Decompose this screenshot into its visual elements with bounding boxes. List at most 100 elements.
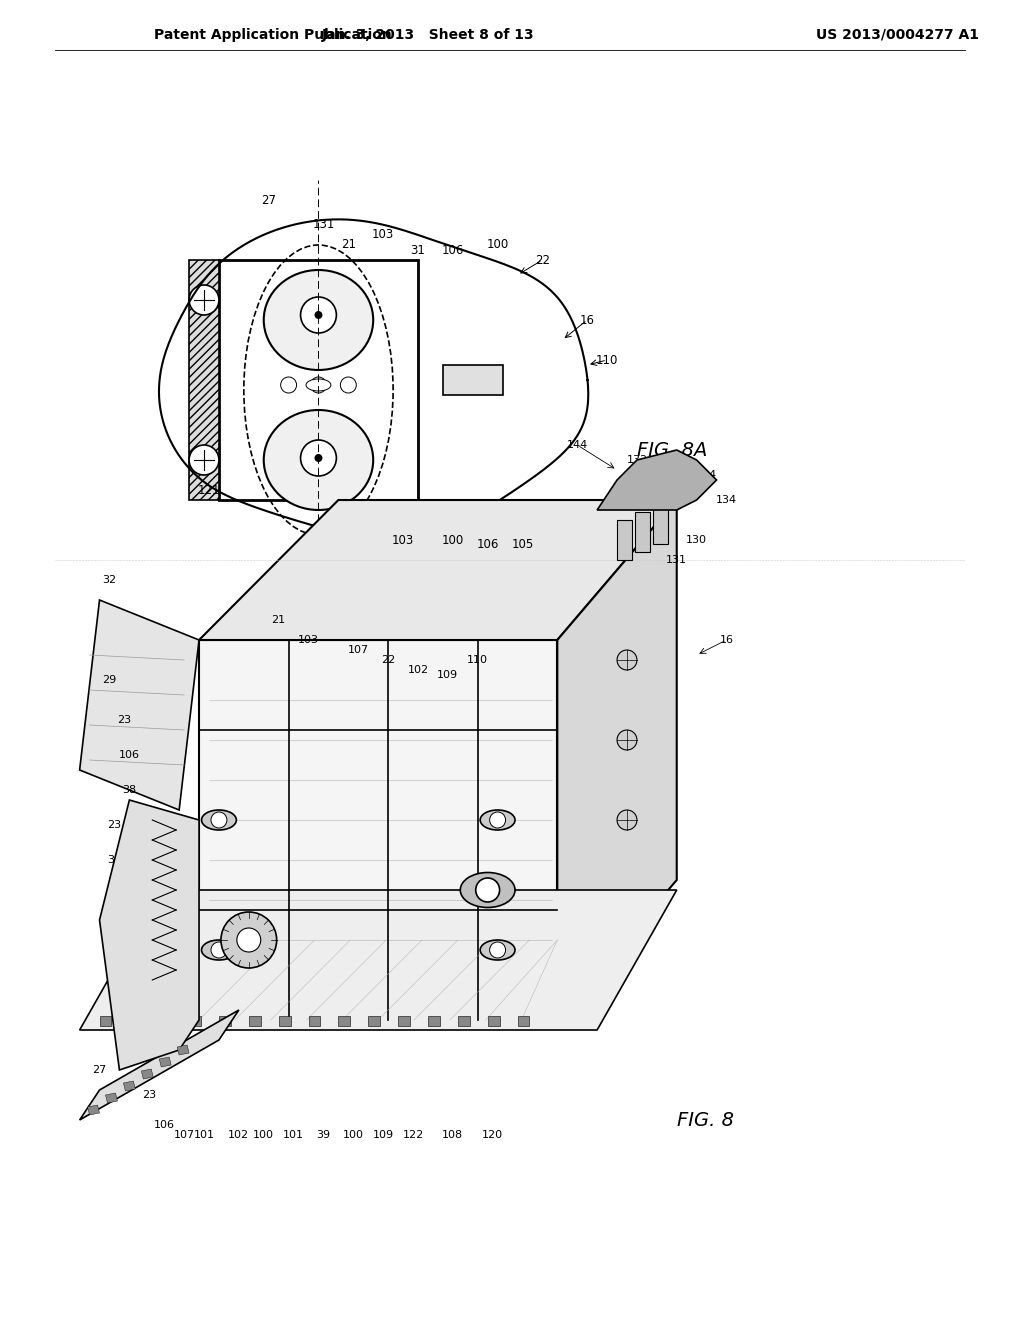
- Text: 103: 103: [298, 635, 319, 645]
- Text: Patent Application Publication: Patent Application Publication: [155, 28, 392, 42]
- Text: 21: 21: [341, 239, 355, 252]
- Polygon shape: [557, 500, 677, 1020]
- Text: FIG. 8A: FIG. 8A: [637, 441, 708, 459]
- Circle shape: [489, 942, 506, 958]
- Text: 38: 38: [122, 785, 136, 795]
- Text: 27: 27: [261, 194, 276, 206]
- Circle shape: [211, 942, 227, 958]
- Circle shape: [617, 730, 637, 750]
- Polygon shape: [199, 640, 557, 1020]
- Text: 23: 23: [142, 1090, 157, 1100]
- Text: 32: 32: [102, 576, 117, 585]
- Text: 144: 144: [566, 440, 588, 450]
- Bar: [442, 366, 503, 395]
- Polygon shape: [199, 500, 677, 640]
- Circle shape: [489, 812, 506, 828]
- Text: 100: 100: [253, 1130, 274, 1140]
- Text: 23: 23: [118, 715, 131, 725]
- Text: 16: 16: [580, 314, 595, 326]
- Text: FIG. 8: FIG. 8: [677, 1110, 734, 1130]
- Circle shape: [617, 649, 637, 671]
- Circle shape: [314, 454, 323, 462]
- Text: 109: 109: [437, 671, 459, 680]
- Text: 109: 109: [373, 1130, 393, 1140]
- Polygon shape: [129, 1016, 141, 1026]
- Polygon shape: [80, 601, 199, 810]
- Circle shape: [221, 912, 276, 968]
- Ellipse shape: [460, 873, 515, 908]
- Text: 106: 106: [476, 539, 499, 552]
- Polygon shape: [105, 1093, 118, 1104]
- Text: 131: 131: [667, 554, 687, 565]
- Polygon shape: [88, 1105, 99, 1115]
- Text: 131: 131: [312, 219, 335, 231]
- Polygon shape: [369, 1016, 380, 1026]
- Polygon shape: [219, 1016, 230, 1026]
- Polygon shape: [249, 1016, 261, 1026]
- Ellipse shape: [480, 940, 515, 960]
- Text: 29: 29: [102, 675, 117, 685]
- Text: 102: 102: [408, 665, 429, 675]
- Polygon shape: [517, 1016, 529, 1026]
- Text: 107: 107: [173, 1130, 195, 1140]
- Circle shape: [211, 812, 227, 828]
- Polygon shape: [308, 1016, 321, 1026]
- Text: 100: 100: [343, 1130, 364, 1140]
- Polygon shape: [338, 1016, 350, 1026]
- Text: 39: 39: [316, 1130, 331, 1140]
- Text: 102: 102: [228, 1130, 250, 1140]
- Polygon shape: [99, 1016, 112, 1026]
- Text: 130: 130: [686, 535, 708, 545]
- Text: 106: 106: [441, 243, 464, 256]
- Circle shape: [314, 312, 323, 319]
- Polygon shape: [160, 1057, 171, 1067]
- Polygon shape: [458, 1016, 470, 1026]
- Bar: [653, 504, 668, 544]
- Polygon shape: [80, 890, 677, 1030]
- Text: Jan. 3, 2013   Sheet 8 of 13: Jan. 3, 2013 Sheet 8 of 13: [322, 28, 535, 42]
- Circle shape: [189, 445, 219, 475]
- Polygon shape: [279, 1016, 291, 1026]
- Text: 108: 108: [442, 1130, 464, 1140]
- Circle shape: [617, 810, 637, 830]
- Bar: [219, 260, 418, 500]
- Text: 134: 134: [716, 495, 737, 506]
- Text: 23: 23: [108, 820, 122, 830]
- Polygon shape: [398, 1016, 410, 1026]
- Bar: [189, 260, 219, 500]
- Text: US 2013/0004277 A1: US 2013/0004277 A1: [816, 28, 979, 42]
- Ellipse shape: [306, 379, 331, 391]
- Ellipse shape: [264, 271, 373, 370]
- Circle shape: [476, 878, 500, 902]
- Text: 134: 134: [696, 470, 717, 480]
- Bar: [617, 520, 632, 560]
- Text: 110: 110: [596, 354, 618, 367]
- Ellipse shape: [480, 810, 515, 830]
- Circle shape: [281, 378, 297, 393]
- Text: 122: 122: [402, 1130, 424, 1140]
- Text: 100: 100: [441, 533, 464, 546]
- Text: 22: 22: [381, 655, 395, 665]
- Text: 103: 103: [392, 533, 414, 546]
- Ellipse shape: [264, 411, 373, 510]
- Text: 120: 120: [482, 1130, 503, 1140]
- Text: 110: 110: [467, 655, 488, 665]
- Text: 22: 22: [535, 253, 550, 267]
- Text: 36: 36: [108, 895, 122, 906]
- Bar: [635, 512, 650, 552]
- Text: 101: 101: [283, 1130, 304, 1140]
- Text: 101: 101: [194, 1130, 214, 1140]
- Text: 21: 21: [271, 615, 286, 624]
- Text: 103: 103: [372, 228, 394, 242]
- Text: 121: 121: [198, 483, 220, 496]
- Polygon shape: [99, 800, 199, 1071]
- Polygon shape: [189, 1016, 201, 1026]
- Polygon shape: [177, 1045, 189, 1055]
- Text: 27: 27: [92, 1065, 106, 1074]
- Polygon shape: [80, 1010, 239, 1119]
- Circle shape: [310, 378, 327, 393]
- Text: 105: 105: [511, 539, 534, 552]
- Text: 107: 107: [348, 645, 369, 655]
- Circle shape: [340, 378, 356, 393]
- Circle shape: [237, 928, 261, 952]
